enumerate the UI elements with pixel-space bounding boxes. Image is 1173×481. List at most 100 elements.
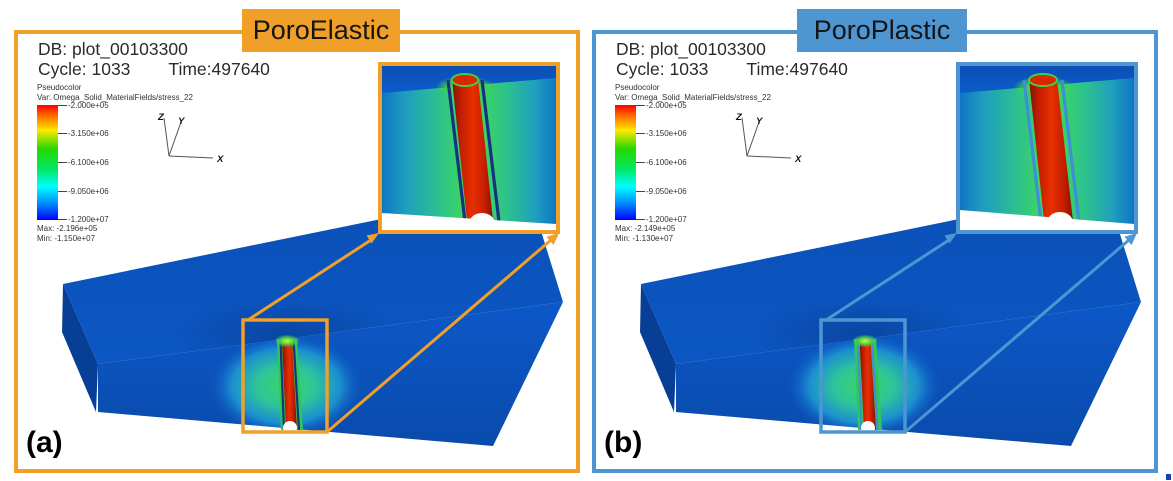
callout-leader-line-2 <box>904 238 1130 434</box>
min-value: Min: -1.150e+07 <box>37 234 96 243</box>
inset-bottom-edge <box>382 213 556 230</box>
time-value: Time:497640 <box>168 59 270 79</box>
zoom-inset-render <box>382 66 556 230</box>
zoom-inset-render <box>960 66 1134 230</box>
cycle-value: Cycle: 1033 <box>38 59 131 79</box>
inset-borehole-notch <box>469 213 495 230</box>
tick-mark <box>58 162 67 164</box>
axis-y-label: Y <box>756 116 764 127</box>
time-value: Time:497640 <box>746 59 848 79</box>
inset-stress-column <box>1029 79 1074 230</box>
pseudocolor-legend: Pseudocolor Var: Omega_Solid_MaterialFie… <box>615 83 795 244</box>
tick-label: -3.150e+06 <box>68 129 109 138</box>
inset-fracture-face-left <box>1022 79 1044 230</box>
colorbar <box>615 105 636 220</box>
colorbar-tick: -9.050e+06 <box>636 187 687 197</box>
callout-box <box>819 318 907 434</box>
colorbar-tick: -6.100e+06 <box>636 158 687 168</box>
tick-mark <box>636 133 645 135</box>
callout-box <box>241 318 329 434</box>
inset-fracture-face-right <box>480 79 502 230</box>
tick-label: -2.000e+05 <box>646 101 687 110</box>
tick-label: -9.050e+06 <box>646 187 687 196</box>
colorbar-tick: -2.000e+05 <box>58 101 109 111</box>
callout-leader-line-2 <box>326 238 552 434</box>
axis-triad: Z Y X <box>157 112 224 165</box>
panel-poroelastic: DB: plot_00103300 Cycle: 1033 Time:497640… <box>14 30 580 473</box>
pseudocolor-legend: Pseudocolor Var: Omega_Solid_MaterialFie… <box>37 83 217 244</box>
tick-mark <box>58 105 67 107</box>
inset-fracture-face-left <box>446 79 468 230</box>
inset-bottom-edge <box>960 210 1134 230</box>
min-value: Min: -1.130e+07 <box>615 234 674 243</box>
tick-label: -2.000e+05 <box>68 101 109 110</box>
colorbar-tick: -6.100e+06 <box>58 158 109 168</box>
colorbar-tick: -3.150e+06 <box>58 129 109 139</box>
callout-arrowhead-2 <box>546 233 559 245</box>
cycle-time-line: Cycle: 1033 Time:497640 <box>616 59 848 79</box>
legend-title: Pseudocolor <box>37 83 82 92</box>
inset-stress-column <box>452 79 494 230</box>
tick-label: -9.050e+06 <box>68 187 109 196</box>
callout-arrowhead-2 <box>1124 233 1137 245</box>
block-left-face <box>640 284 676 412</box>
borehole-stress-column <box>859 340 876 430</box>
colorbar-tick: -3.150e+06 <box>636 129 687 139</box>
colorbar <box>37 105 58 220</box>
cycle-time-line: Cycle: 1033 Time:497640 <box>38 59 270 79</box>
colorbar-row: -2.000e+05 -3.150e+06 -6.100e+06 -9.050e… <box>615 101 735 224</box>
borehole-top-glow <box>852 334 878 348</box>
fracture-face-right <box>292 339 301 431</box>
panel-poroplastic: DB: plot_00103300 Cycle: 1033 Time:497640… <box>592 30 1158 473</box>
zoom-inset <box>956 62 1138 234</box>
tick-mark <box>58 219 67 221</box>
fracture-face-right <box>870 339 879 431</box>
callout-arrowhead-1 <box>944 233 957 244</box>
block-left-face <box>62 284 98 412</box>
colorbar-tick: -2.000e+05 <box>636 101 687 111</box>
axis-triad: Z Y X <box>735 112 802 165</box>
axis-x-label: X <box>216 154 224 165</box>
inset-borehole-notch <box>1047 212 1073 230</box>
inset-column-cap <box>450 73 480 87</box>
max-value: Max: -2.149e+05 <box>615 224 676 233</box>
callout-leader-line-1 <box>825 238 950 322</box>
tick-label: -6.100e+06 <box>646 158 687 167</box>
callout-leader-line-1 <box>247 238 372 322</box>
tick-mark <box>58 191 67 193</box>
title-badge-poroelastic: PoroElastic <box>242 9 400 52</box>
fracture-face-left <box>856 339 863 431</box>
tick-label: -1.200e+07 <box>646 215 687 224</box>
legend-title: Pseudocolor <box>615 83 660 92</box>
colorbar-row: -2.000e+05 -3.150e+06 -6.100e+06 -9.050e… <box>37 101 157 224</box>
tick-mark <box>636 191 645 193</box>
tick-mark <box>636 162 645 164</box>
axis-x-label: X <box>794 154 802 165</box>
legend-variable: Var: Omega_Solid_MaterialFields/stress_2… <box>615 92 771 102</box>
cycle-value: Cycle: 1033 <box>616 59 709 79</box>
db-line: DB: plot_00103300 <box>616 39 766 59</box>
max-value: Max: -2.196e+05 <box>37 224 98 233</box>
zoom-inset <box>378 62 560 234</box>
colorbar-tick: -1.200e+07 <box>636 215 687 225</box>
subfigure-label-b: (b) <box>604 426 643 459</box>
colorbar-tick: -9.050e+06 <box>58 187 109 197</box>
subfigure-label-a: (a) <box>26 426 63 459</box>
plot-header: DB: plot_00103300 Cycle: 1033 Time:497640 <box>38 39 270 79</box>
tick-mark <box>58 133 67 135</box>
legend-limits: Max: -2.149e+05 Min: -1.130e+07 <box>615 224 795 244</box>
legend-limits: Max: -2.196e+05 Min: -1.150e+07 <box>37 224 217 244</box>
borehole-stress-column <box>282 340 297 430</box>
fracture-face-left <box>279 339 286 431</box>
stray-mark <box>1166 474 1171 480</box>
axis-z-label: Z <box>157 112 165 123</box>
db-line: DB: plot_00103300 <box>38 39 188 59</box>
colorbar-tick: -1.200e+07 <box>58 215 109 225</box>
callout-arrowhead-1 <box>366 233 379 244</box>
title-badge-poroplastic: PoroPlastic <box>797 9 967 52</box>
tick-label: -1.200e+07 <box>68 215 109 224</box>
axis-y-label: Y <box>178 116 186 127</box>
borehole-top-glow <box>274 334 300 348</box>
inset-column-cap <box>1028 73 1058 87</box>
